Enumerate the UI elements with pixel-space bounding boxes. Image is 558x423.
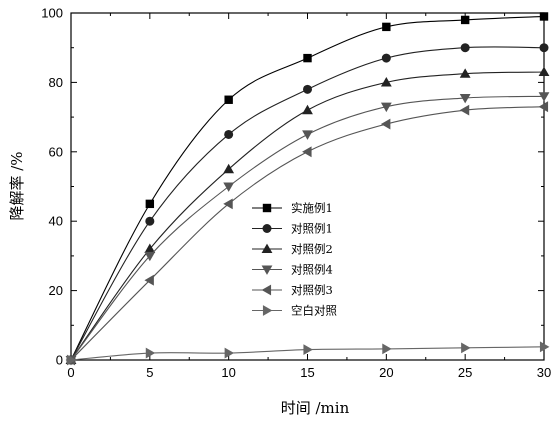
y-tick-label: 80 <box>49 75 63 90</box>
data-point <box>380 118 391 130</box>
data-point <box>303 344 313 355</box>
data-point <box>380 77 392 87</box>
series-line <box>70 15 545 361</box>
legend-item: 对照例3 <box>252 283 333 297</box>
legend-label: 实施例1 <box>291 201 333 215</box>
data-point <box>461 342 471 354</box>
x-tick-label: 20 <box>379 365 393 380</box>
x-axis-title: 时间 /min <box>281 399 350 417</box>
data-point <box>382 343 392 355</box>
legend-label: 对照例2 <box>291 242 333 256</box>
data-point <box>538 92 550 102</box>
y-tick-label: 0 <box>56 353 63 368</box>
data-point <box>380 102 392 113</box>
plot-axes: 0 5 10 15 20 25 30 0 20 40 60 80 100 <box>41 6 551 381</box>
series-2 <box>66 43 549 365</box>
series-6 <box>66 341 550 366</box>
y-tick-label: 40 <box>49 214 63 229</box>
x-tick-label: 0 <box>67 365 74 380</box>
series-layer <box>65 12 550 366</box>
y-tick-label: 100 <box>41 6 63 21</box>
y-tick-label: 60 <box>49 144 63 159</box>
data-point <box>459 68 471 78</box>
data-point <box>382 22 391 32</box>
y-tick-label: 20 <box>49 283 63 298</box>
data-point <box>144 251 156 262</box>
data-point <box>460 15 470 25</box>
legend-marker <box>262 203 272 213</box>
data-point <box>224 95 233 104</box>
y-axis-title: 降解率 /% <box>8 151 26 220</box>
legend-marker <box>261 243 273 254</box>
data-point <box>302 146 312 158</box>
data-point <box>538 66 550 77</box>
data-point <box>224 129 234 139</box>
legend-item: 对照例1 <box>252 222 333 236</box>
x-tick-label: 15 <box>300 365 314 380</box>
data-point <box>303 84 312 94</box>
data-point <box>303 53 312 63</box>
data-point <box>302 104 313 115</box>
data-point <box>223 198 233 210</box>
legend-marker <box>262 224 272 233</box>
legend-item: 对照例4 <box>252 263 333 277</box>
legend-label: 对照例3 <box>291 283 333 297</box>
legend-marker <box>261 284 272 296</box>
series-5 <box>65 101 549 366</box>
data-point <box>459 93 471 104</box>
data-point <box>223 163 235 174</box>
legend-label: 对照例1 <box>291 222 333 236</box>
data-point <box>460 43 470 53</box>
data-point <box>539 341 550 353</box>
data-point <box>145 216 155 226</box>
data-point <box>224 347 235 359</box>
x-tick-label: 10 <box>221 365 235 380</box>
data-point <box>538 101 549 113</box>
data-point <box>144 243 156 254</box>
data-point <box>539 43 549 53</box>
data-point <box>223 182 235 192</box>
legend-label: 空白对照 <box>291 304 337 318</box>
legend-item: 对照例2 <box>252 242 333 256</box>
x-tick-label: 5 <box>146 365 153 380</box>
legend-marker <box>261 265 273 275</box>
data-point <box>145 199 155 209</box>
x-tick-label: 30 <box>537 365 551 380</box>
legend-marker <box>262 305 273 316</box>
x-tick-label: 25 <box>458 365 472 380</box>
legend-label: 对照例4 <box>291 263 333 277</box>
legend-item: 实施例1 <box>252 201 333 215</box>
data-point <box>539 12 549 21</box>
data-point <box>459 104 470 116</box>
legend-item: 空白对照 <box>252 304 337 318</box>
data-point <box>381 53 391 63</box>
data-point <box>144 274 154 286</box>
series-3 <box>65 66 550 365</box>
data-point <box>66 354 77 366</box>
legend: 实施例1 对照例1 对照例2 对照例4 对照例3 空白对照 <box>252 201 337 318</box>
data-point <box>302 130 313 140</box>
data-point <box>145 347 156 359</box>
